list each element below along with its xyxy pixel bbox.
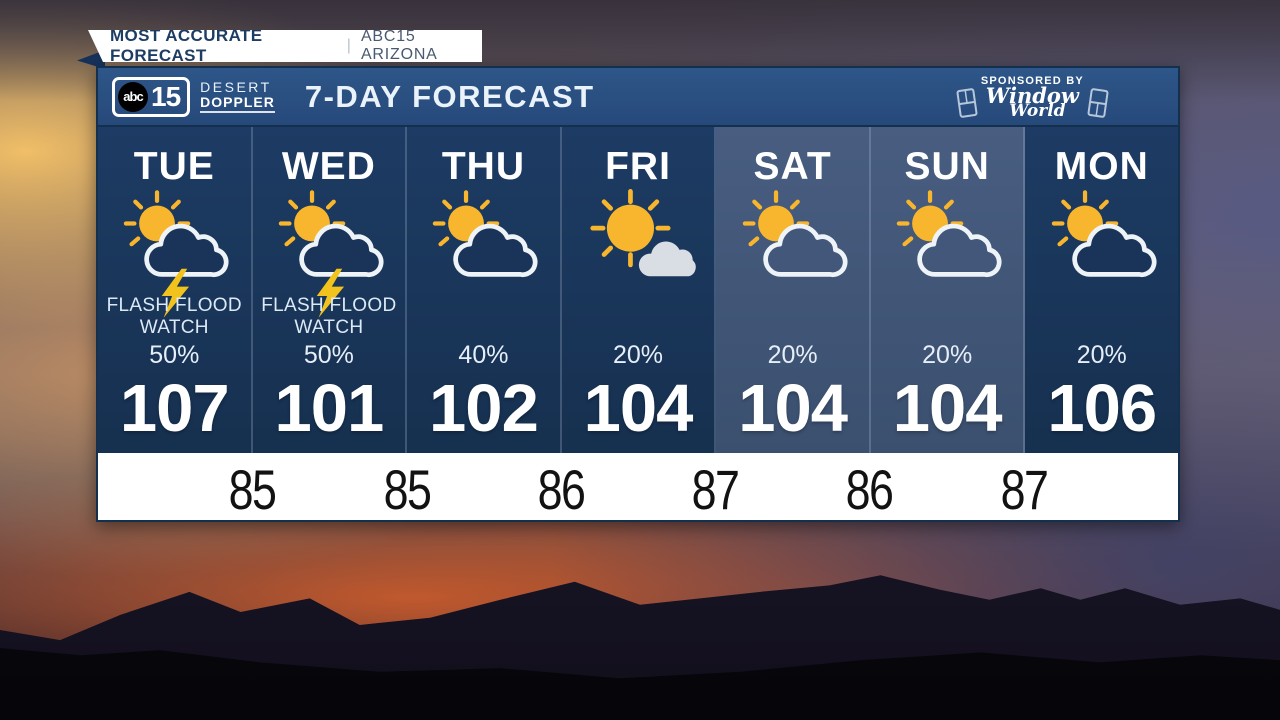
day-column-fri: FRI 20% 104 bbox=[561, 127, 717, 453]
high-temp: 106 bbox=[1047, 371, 1157, 446]
banner-slogan: MOST ACCURATE FORECAST bbox=[110, 26, 263, 65]
high-temp: 104 bbox=[583, 371, 694, 446]
forecast-panel: abc 15 DESERT DOPPLER 7-DAY FORECAST SPO… bbox=[96, 66, 1180, 522]
low-temp: 87 bbox=[1000, 457, 1048, 521]
alert-text: FLASH FLOOD WATCH bbox=[106, 295, 242, 338]
brand-line2: DOPPLER bbox=[200, 93, 275, 110]
panel-header: abc 15 DESERT DOPPLER 7-DAY FORECAST SPO… bbox=[98, 68, 1178, 127]
low-temp: 85 bbox=[383, 457, 431, 521]
banner-station-name: ABC15 ARIZONA bbox=[360, 28, 438, 63]
banner-divider: | bbox=[346, 37, 351, 54]
panel-title: 7-DAY FORECAST bbox=[304, 78, 595, 114]
day-label: FRI bbox=[605, 145, 671, 188]
sponsor-name-line2: World bbox=[1009, 100, 1066, 121]
window-icon bbox=[956, 88, 978, 118]
station-banner: MOST ACCURATE FORECAST | ABC15 ARIZONA bbox=[88, 30, 482, 62]
low-temp: 86 bbox=[846, 457, 894, 521]
weather-icon-thunderstorm bbox=[98, 189, 251, 318]
precip-chance: 50% bbox=[149, 341, 200, 369]
weather-icon-partly-cloudy bbox=[1025, 189, 1178, 293]
desert-doppler-brand: DESERT DOPPLER bbox=[200, 78, 275, 114]
precip-chance: 40% bbox=[458, 341, 509, 369]
day-label: THU bbox=[441, 145, 526, 188]
day-column-thu: THU 40% 102 bbox=[407, 127, 562, 453]
high-temp: 102 bbox=[429, 371, 539, 446]
day-column-mon: MON 20% 106 bbox=[1025, 127, 1179, 453]
station-logo: abc 15 DESERT DOPPLER bbox=[112, 76, 275, 117]
weather-icon-partly-cloudy bbox=[871, 189, 1024, 293]
high-temp: 104 bbox=[892, 371, 1003, 446]
high-temp: 101 bbox=[274, 371, 384, 446]
weather-icon-thunderstorm bbox=[253, 189, 406, 318]
low-temp: 86 bbox=[537, 457, 586, 521]
sponsor-name: Window World bbox=[985, 82, 1079, 121]
day-column-sat: SAT 20% 104 bbox=[716, 127, 871, 453]
day-columns: TUE FLASH FLOOD WATCH 50% 107 WED FLA bbox=[98, 127, 1179, 453]
high-temp: 107 bbox=[119, 371, 230, 446]
weather-icon-partly-cloudy bbox=[716, 189, 869, 293]
day-label: SAT bbox=[753, 145, 832, 188]
low-temp: 87 bbox=[691, 457, 740, 521]
abc-logo-icon: abc bbox=[118, 81, 148, 112]
window-icon bbox=[1087, 88, 1109, 118]
sponsored-by-label: SPONSORED BY bbox=[980, 74, 1084, 87]
alert-text: FLASH FLOOD WATCH bbox=[261, 295, 397, 338]
low-temp: 85 bbox=[228, 457, 277, 521]
sponsor-name-line1: Window bbox=[985, 82, 1079, 108]
precip-chance: 20% bbox=[767, 341, 818, 369]
abc15-number: 15 bbox=[151, 80, 181, 112]
precip-chance: 20% bbox=[922, 341, 973, 369]
precip-chance: 20% bbox=[1076, 341, 1127, 369]
precip-chance: 50% bbox=[303, 341, 354, 369]
high-temp: 104 bbox=[738, 371, 848, 446]
brand-line1: DESERT bbox=[200, 78, 272, 95]
day-label: TUE bbox=[133, 145, 215, 188]
abc15-logo-box: abc 15 bbox=[112, 76, 191, 117]
day-label: WED bbox=[281, 145, 376, 188]
weather-icon-mostly-sunny bbox=[562, 189, 715, 293]
day-column-tue: TUE FLASH FLOOD WATCH 50% 107 bbox=[98, 127, 253, 453]
sponsor-block: SPONSORED BY Window World bbox=[956, 74, 1109, 121]
day-label: SUN bbox=[904, 145, 990, 188]
day-column-wed: WED FLASH FLOOD WATCH 50% 101 bbox=[252, 127, 408, 453]
precip-chance: 20% bbox=[613, 341, 664, 369]
weather-icon-partly-cloudy bbox=[407, 189, 560, 293]
low-temps-strip: 85 85 86 87 86 87 bbox=[98, 453, 1178, 521]
day-label: MON bbox=[1054, 145, 1149, 188]
day-column-sun: SUN 20% 104 bbox=[870, 127, 1026, 453]
